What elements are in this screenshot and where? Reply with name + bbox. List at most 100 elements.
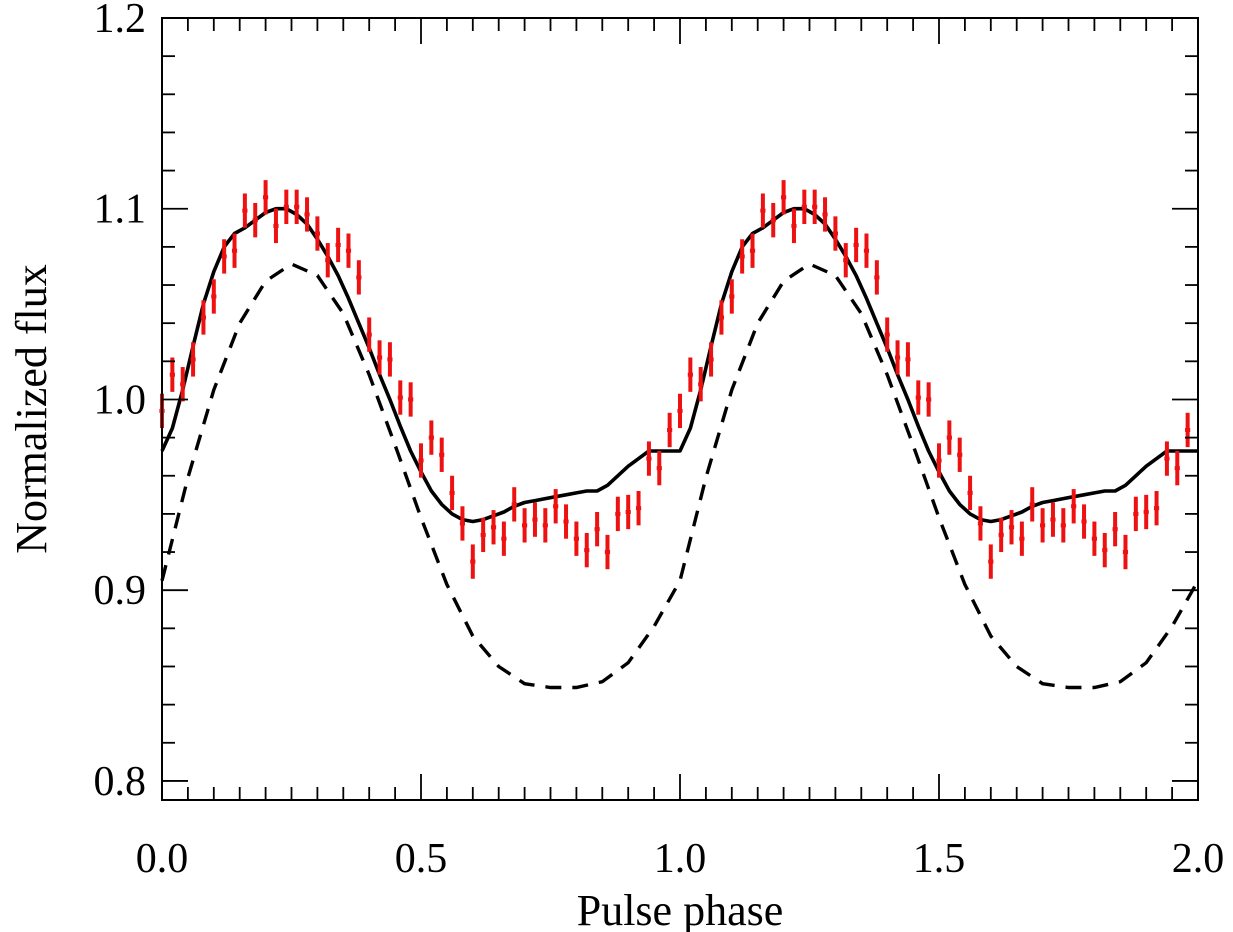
y-tick-label: 1.2 — [94, 0, 147, 42]
data-point — [625, 494, 631, 530]
data-point — [532, 502, 538, 537]
data-point — [273, 208, 279, 244]
data-point — [501, 521, 507, 556]
data-point — [211, 279, 217, 314]
data-point — [1060, 508, 1066, 543]
tick-labels: 0.0 0.5 1.0 1.5 2.0 0.8 0.9 1.0 1.1 1.2 — [94, 0, 1225, 882]
data-point — [708, 342, 714, 377]
data-point — [190, 342, 196, 377]
data-point — [511, 487, 517, 522]
data-point — [967, 475, 973, 511]
data-point — [480, 517, 486, 553]
data-point — [988, 544, 994, 579]
solid-model-line — [160, 206, 1198, 524]
y-tick-label: 0.8 — [94, 759, 147, 805]
data-point — [1091, 521, 1097, 556]
data-point — [1019, 521, 1025, 556]
data-point — [356, 260, 362, 295]
data-point — [397, 380, 403, 415]
x-tick-label: 0.0 — [136, 836, 189, 882]
data-point — [418, 443, 424, 478]
data-point — [781, 180, 787, 215]
data-point — [594, 511, 600, 547]
data-point — [739, 239, 745, 274]
data-point — [1040, 508, 1046, 543]
data-point — [263, 180, 269, 215]
data-point — [926, 382, 932, 417]
data-point — [853, 227, 859, 263]
dashed-model-curve — [160, 262, 1200, 690]
data-point — [863, 233, 870, 268]
data-point — [1008, 510, 1015, 545]
x-tick-label: 2.0 — [1172, 836, 1225, 882]
data-point — [615, 496, 621, 532]
data-point — [718, 300, 725, 335]
y-tick-label: 1.1 — [94, 187, 147, 233]
data-point — [439, 437, 445, 472]
data-point — [635, 491, 642, 526]
data-point — [884, 317, 890, 352]
data-point — [325, 243, 331, 278]
x-tick-label: 1.5 — [913, 836, 966, 882]
data-point — [1122, 534, 1129, 570]
data-point — [977, 506, 984, 541]
data-point — [1174, 450, 1180, 486]
y-tick-label: 1.0 — [94, 377, 147, 423]
data-point — [843, 243, 849, 278]
data-point — [345, 233, 352, 268]
data-point — [1185, 412, 1191, 448]
data-point — [729, 279, 735, 314]
data-point — [387, 342, 393, 377]
data-point — [677, 393, 683, 429]
data-point — [915, 380, 921, 415]
data-point — [522, 508, 528, 543]
data-point — [180, 367, 186, 402]
data-point — [408, 382, 414, 417]
data-point — [1153, 491, 1160, 526]
data-point — [667, 412, 673, 448]
data-point — [936, 443, 942, 478]
data-point — [231, 233, 238, 268]
data-point — [998, 517, 1004, 553]
data-point — [1112, 511, 1118, 547]
data-point — [749, 233, 756, 268]
data-point — [283, 189, 289, 224]
data-point — [957, 437, 963, 472]
data-point — [905, 342, 911, 377]
data-point — [335, 227, 341, 263]
x-tick-label: 0.5 — [395, 836, 448, 882]
data-point — [304, 197, 310, 232]
plot-frame — [161, 17, 1199, 801]
data-point — [687, 357, 693, 392]
data-point — [1164, 441, 1170, 476]
data-point — [698, 367, 704, 402]
data-point — [449, 475, 455, 511]
data-point — [770, 203, 776, 238]
data-point — [832, 216, 838, 251]
data-point — [314, 216, 320, 251]
data-point — [221, 239, 227, 274]
data-point — [1029, 487, 1035, 522]
data-points — [159, 180, 1191, 579]
data-point — [169, 357, 175, 392]
solid-model-curve — [160, 206, 1198, 524]
data-point — [1071, 489, 1077, 524]
y-tick-label: 0.9 — [94, 568, 147, 614]
data-point — [252, 203, 258, 238]
x-axis-label: Pulse phase — [577, 886, 784, 932]
data-point — [376, 340, 383, 375]
data-point — [542, 508, 548, 543]
data-point — [200, 300, 207, 335]
data-point — [656, 450, 662, 486]
data-point — [646, 441, 652, 476]
data-point — [584, 532, 590, 568]
x-tick-label: 1.0 — [654, 836, 707, 882]
data-point — [760, 193, 766, 228]
data-point — [366, 317, 372, 352]
data-point — [428, 420, 434, 455]
data-point — [1143, 494, 1149, 530]
data-point — [563, 504, 569, 539]
data-point — [791, 208, 797, 244]
dashed-model-line — [160, 262, 1200, 690]
